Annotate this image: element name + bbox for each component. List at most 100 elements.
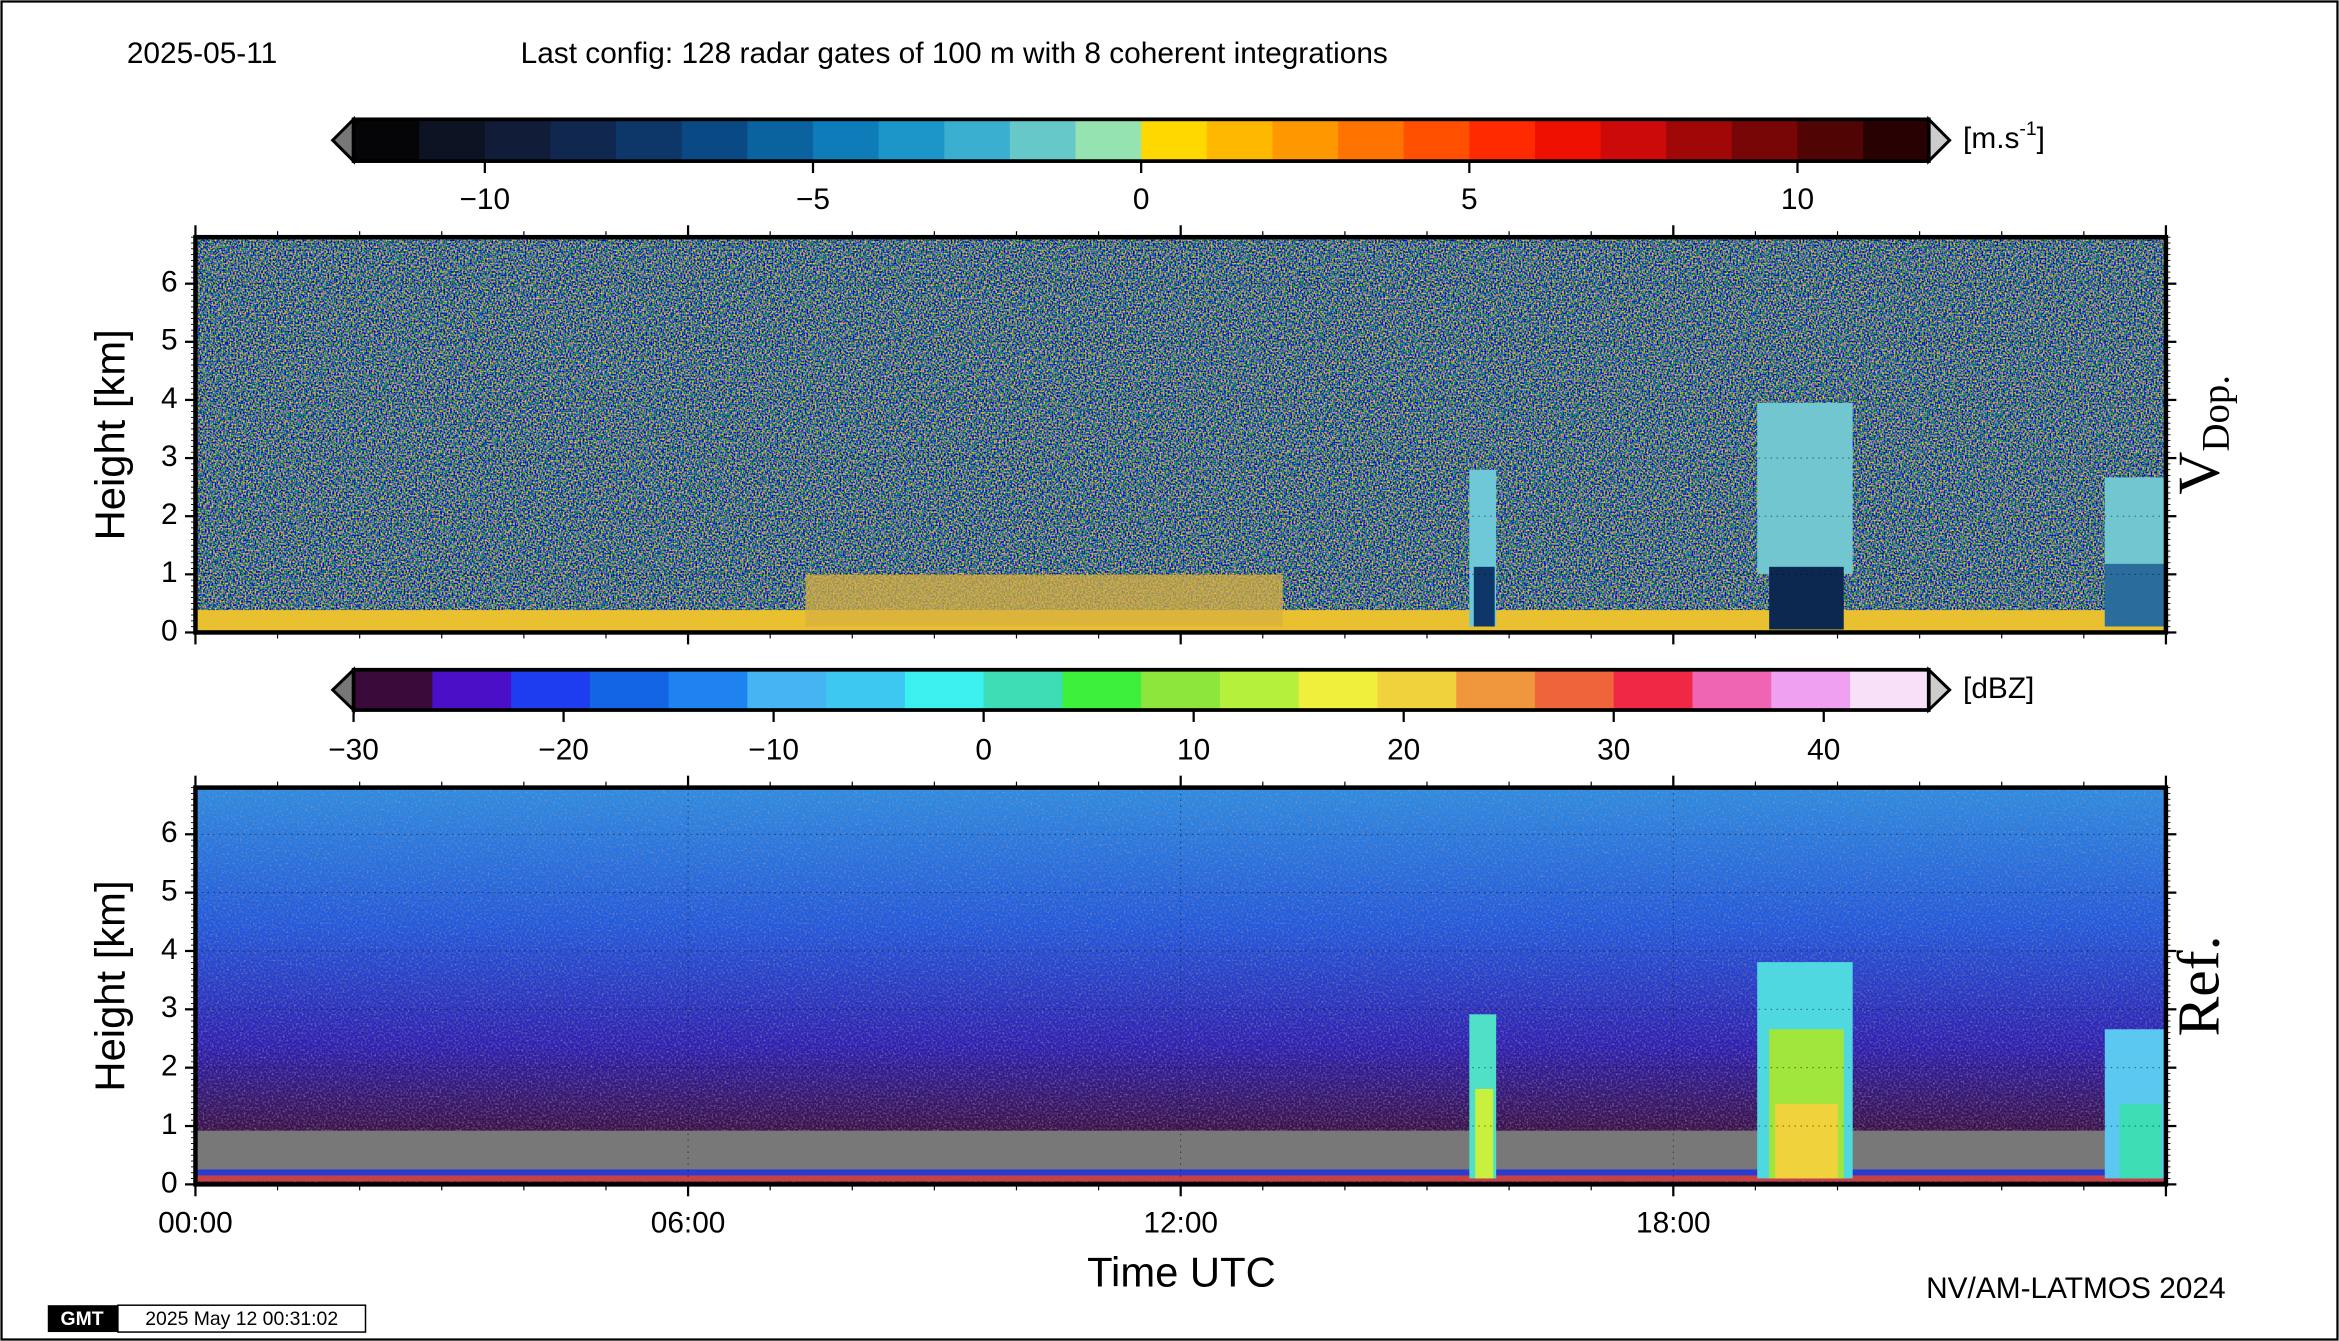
y-axis-title: Height [km] — [86, 880, 133, 1091]
panel-frame — [193, 785, 2169, 1187]
colorbar-tick-label: 0 — [975, 734, 992, 767]
colorbar-unit-text: [m.s — [1963, 122, 2019, 155]
colorbar-bin — [1863, 119, 1930, 162]
colorbar-bin — [812, 119, 880, 162]
y-tick-label: 5 — [161, 875, 178, 908]
panel-label: VDop. — [2165, 375, 2237, 495]
colorbar-bin — [1075, 119, 1142, 162]
y-tick-label: 3 — [161, 440, 178, 473]
colorbar-bin — [1534, 119, 1602, 162]
x-tick-label: 06:00 — [651, 1207, 726, 1240]
colorbar-tick-label: 30 — [1597, 734, 1630, 767]
y-axis-title: Height [km] — [86, 329, 133, 540]
colorbar-bin — [944, 119, 1011, 162]
colorbar-bin — [747, 119, 814, 162]
colorbar-bin — [1849, 669, 1930, 711]
colorbar-bin — [1666, 119, 1733, 162]
colorbar-tick-label: 20 — [1387, 734, 1420, 767]
doppler-image — [195, 237, 2166, 633]
colorbar-bin — [589, 669, 670, 711]
colorbar-bin — [1141, 669, 1221, 711]
colorbar-arrow — [330, 666, 356, 714]
panel-label-main: V — [2165, 451, 2231, 494]
y-tick-label: 2 — [161, 1050, 178, 1083]
colorbar-unit: [dBZ] — [1963, 672, 2034, 705]
y-tick-label: 2 — [161, 498, 178, 531]
colorbar-bin — [826, 669, 906, 711]
logo-box — [47, 1305, 118, 1333]
colorbar-bin — [1219, 669, 1300, 711]
colorbar-bin — [1009, 119, 1077, 162]
colorbar-bin — [1338, 119, 1405, 162]
config: Last config: 128 radar gates of 100 m wi… — [521, 37, 1388, 70]
colorbar-bin — [1469, 119, 1536, 162]
colorbar-unit-sup: -1 — [2019, 118, 2036, 140]
colorbar-bin — [904, 669, 985, 711]
x-axis-title: Time UTC — [1087, 1248, 1276, 1295]
panel-label: Ref. — [2165, 935, 2231, 1036]
y-tick-label: 0 — [161, 1166, 178, 1199]
panel-label-main: Ref. — [2165, 935, 2231, 1036]
colorbar-bin — [878, 119, 946, 162]
colorbar-bin — [511, 669, 591, 711]
colorbar-tick-label: 10 — [1177, 734, 1210, 767]
panel-label-sub: Dop. — [2195, 375, 2238, 451]
colorbar-unit: [m.s-1] — [1963, 118, 2045, 155]
colorbar-arrow — [1927, 666, 1952, 714]
colorbar-arrow — [1927, 115, 1952, 165]
y-tick-label: 6 — [161, 266, 178, 299]
y-tick-label: 6 — [161, 816, 178, 849]
colorbar-tick-label: −30 — [328, 734, 379, 767]
colorbar-unit-end: ] — [2037, 122, 2045, 155]
colorbar-bin — [1600, 119, 1667, 162]
y-tick-label: 1 — [161, 1108, 178, 1141]
colorbar-bin — [1141, 119, 1208, 162]
stamp: 2025 May 12 00:31:02 — [145, 1308, 338, 1330]
colorbar-bin — [1062, 669, 1142, 711]
colorbar-bin — [484, 119, 552, 162]
colorbar-bin — [419, 119, 486, 162]
colorbar-unit-text: [dBZ] — [1963, 672, 2034, 705]
colorbar-tick-label: 0 — [1133, 183, 1150, 216]
y-tick-label: 0 — [161, 614, 178, 647]
colorbar-bin — [1692, 669, 1772, 711]
colorbar-bin — [1613, 669, 1694, 711]
colorbar-tick-label: −20 — [538, 734, 589, 767]
y-tick-label: 4 — [161, 933, 178, 966]
colorbar-bin — [983, 669, 1064, 711]
stamp-box — [117, 1304, 367, 1333]
colorbar-tick-label: 10 — [1781, 183, 1814, 216]
colorbar-arrow — [330, 115, 356, 165]
colorbar-bin — [1797, 119, 1864, 162]
y-tick-label: 5 — [161, 324, 178, 357]
y-tick-label: 4 — [161, 382, 178, 415]
colorbar-bin — [1403, 119, 1471, 162]
colorbar-bin — [681, 119, 749, 162]
y-tick-label: 1 — [161, 556, 178, 589]
colorbar-bin — [1456, 669, 1536, 711]
x-tick-label: 18:00 — [1636, 1207, 1711, 1240]
colorbar-bin — [616, 119, 683, 162]
colorbar-bin — [1731, 119, 1799, 162]
colorbar-tick-label: −5 — [796, 183, 830, 216]
logo: GMT — [61, 1308, 104, 1330]
colorbar-bin — [353, 119, 420, 162]
x-tick-label: 12:00 — [1143, 1207, 1218, 1240]
colorbar-bin — [1206, 119, 1274, 162]
colorbar-tick-label: −10 — [748, 734, 799, 767]
colorbar-bin — [1272, 119, 1339, 162]
colorbar-bin — [1298, 669, 1379, 711]
colorbar-bin — [550, 119, 617, 162]
panel-frame — [193, 234, 2169, 635]
colorbar-tick-label: 5 — [1461, 183, 1478, 216]
credit: NV/AM-LATMOS 2024 — [1926, 1272, 2225, 1305]
colorbar-bin — [668, 669, 749, 711]
colorbar-bin — [432, 669, 512, 711]
colorbar-tick-label: 40 — [1807, 734, 1840, 767]
date: 2025-05-11 — [127, 37, 277, 70]
colorbar-frame — [351, 667, 1931, 712]
colorbar-bin — [1771, 669, 1851, 711]
x-tick-label: 00:00 — [158, 1207, 233, 1240]
